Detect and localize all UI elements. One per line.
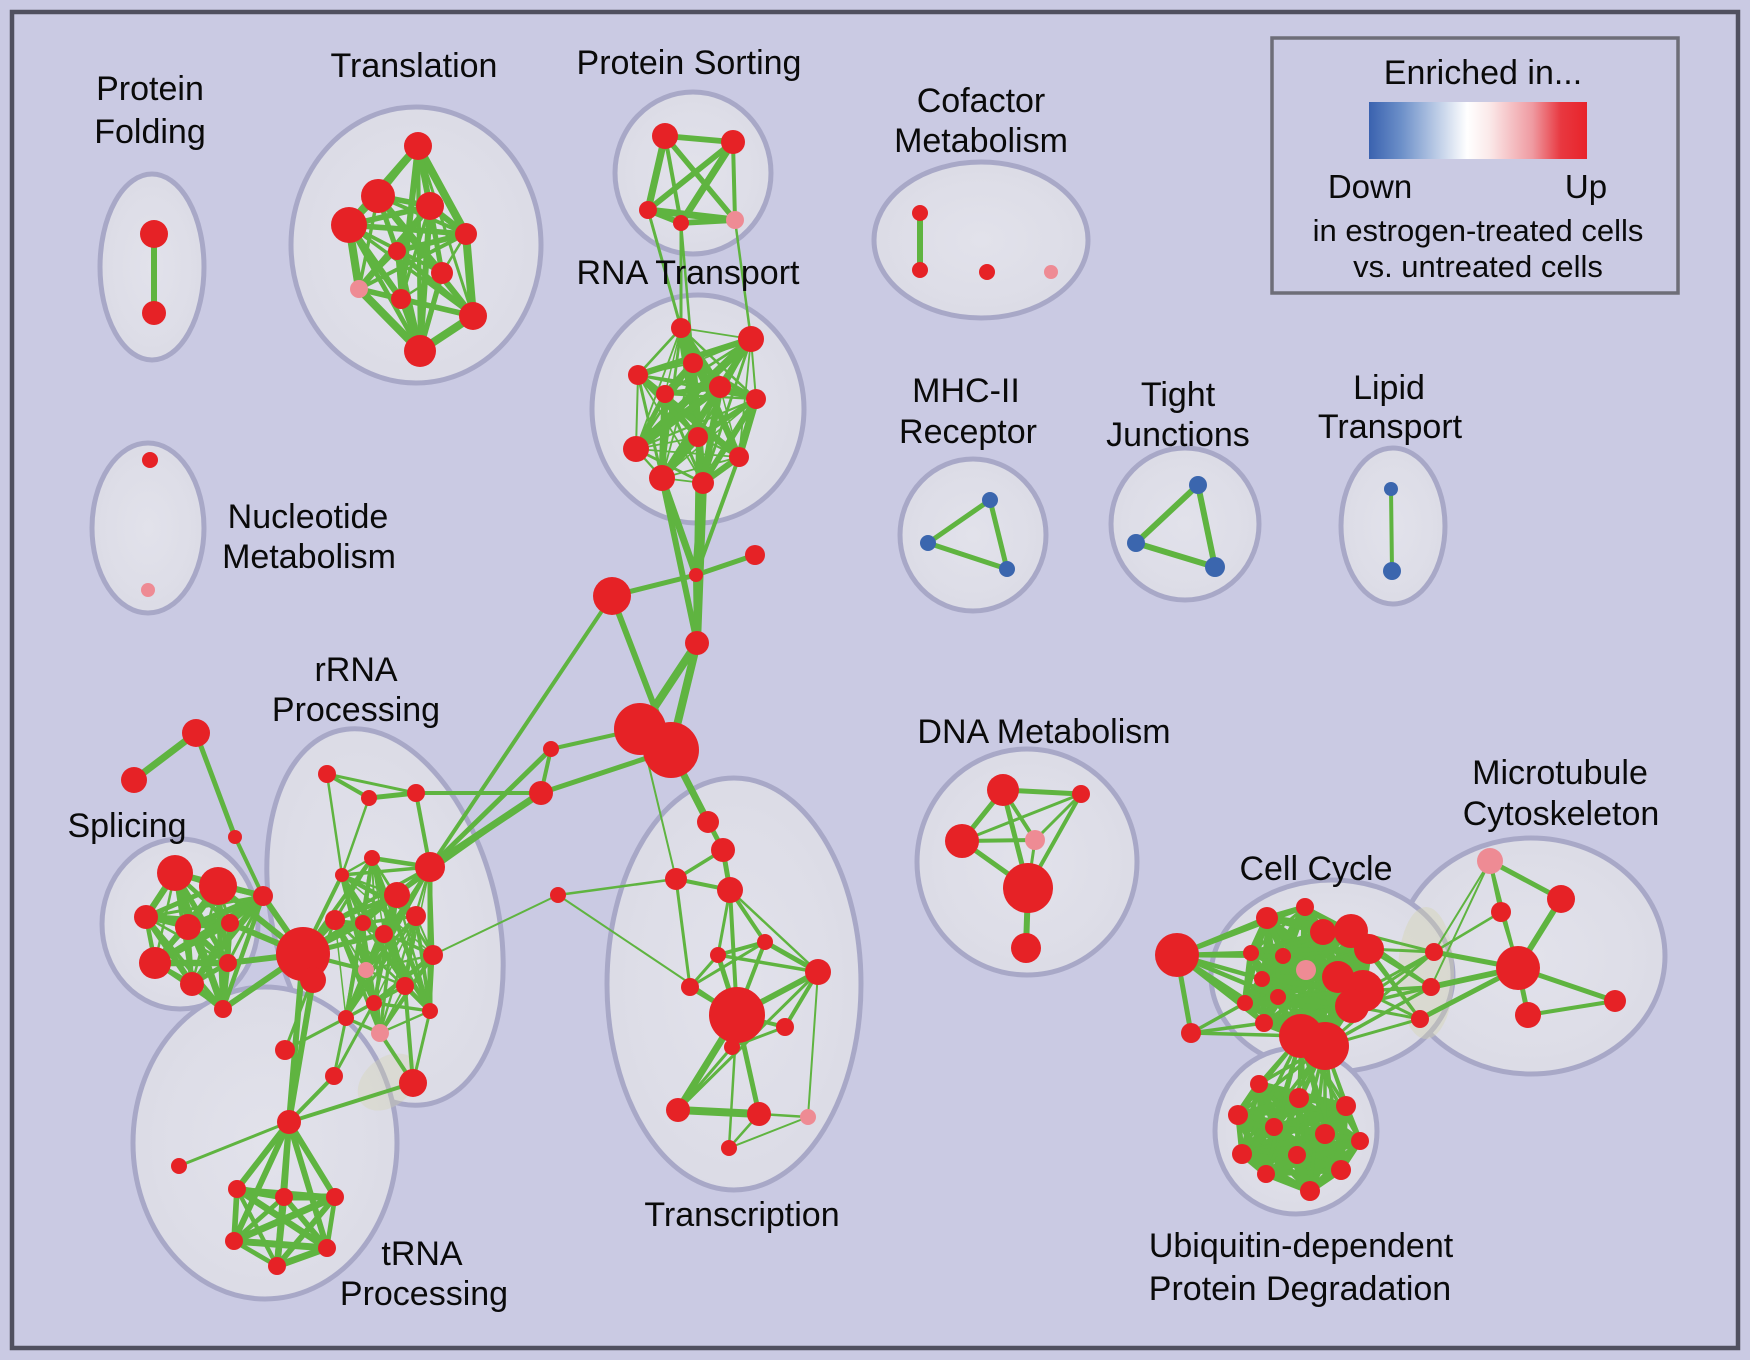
svg-text:Receptor: Receptor [899, 413, 1037, 451]
svg-text:Processing: Processing [340, 1275, 508, 1313]
svg-text:DNA Metabolism: DNA Metabolism [917, 713, 1170, 751]
svg-text:Tight: Tight [1141, 376, 1216, 414]
svg-text:Cell Cycle: Cell Cycle [1239, 850, 1392, 888]
svg-text:Folding: Folding [94, 113, 206, 151]
svg-text:MHC-II: MHC-II [912, 372, 1020, 410]
svg-text:tRNA: tRNA [381, 1235, 463, 1273]
svg-text:Down: Down [1328, 168, 1412, 205]
svg-text:Metabolism: Metabolism [222, 538, 396, 576]
svg-text:RNA Transport: RNA Transport [577, 254, 801, 292]
svg-text:Enriched in...: Enriched in... [1384, 54, 1582, 92]
svg-text:Protein: Protein [96, 70, 204, 108]
svg-text:vs. untreated cells: vs. untreated cells [1353, 249, 1603, 284]
svg-text:Nucleotide: Nucleotide [228, 498, 389, 536]
svg-text:Transcription: Transcription [644, 1196, 839, 1234]
svg-text:Cofactor: Cofactor [917, 82, 1046, 120]
svg-text:Protein Sorting: Protein Sorting [577, 44, 802, 82]
svg-text:Splicing: Splicing [67, 807, 186, 845]
svg-text:Up: Up [1565, 168, 1607, 205]
svg-text:Metabolism: Metabolism [894, 122, 1068, 160]
svg-text:Junctions: Junctions [1106, 416, 1250, 454]
svg-text:Microtubule: Microtubule [1472, 754, 1648, 792]
svg-text:Transport: Transport [1318, 408, 1463, 446]
svg-text:Processing: Processing [272, 691, 440, 729]
svg-text:Translation: Translation [331, 47, 498, 85]
svg-text:in estrogen-treated cells: in estrogen-treated cells [1313, 213, 1644, 248]
svg-text:Protein Degradation: Protein Degradation [1149, 1270, 1451, 1308]
svg-text:Cytoskeleton: Cytoskeleton [1463, 795, 1660, 833]
svg-text:Lipid: Lipid [1353, 369, 1425, 407]
svg-text:Ubiquitin-dependent: Ubiquitin-dependent [1149, 1227, 1454, 1265]
svg-text:rRNA: rRNA [314, 651, 397, 689]
